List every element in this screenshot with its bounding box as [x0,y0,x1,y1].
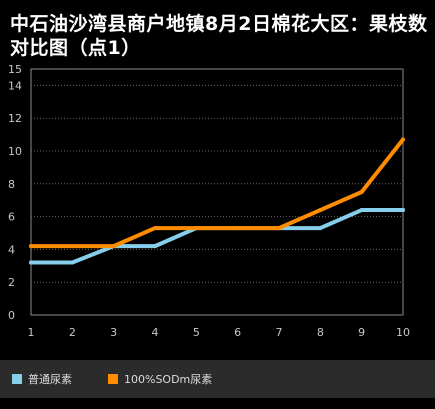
y-tick-label-6: 6 [8,211,15,224]
data-point-series-1-x4 [153,244,157,249]
data-point-series-2-x1 [29,244,33,249]
x-tick-label-10: 10 [396,326,410,339]
chart-title: 中石油沙湾县商户地镇8月2日棉花大区：果枝数对比图（点1） [10,13,428,59]
x-tick-label-2: 2 [69,326,76,339]
x-tick-label-6: 6 [234,326,241,339]
data-point-series-2-x3 [111,244,116,249]
x-tick-label-3: 3 [110,326,117,339]
y-tick-label-14: 14 [8,79,22,92]
plot-frame [30,68,404,316]
data-point-series-1-x9 [359,208,364,213]
data-point-series-2-x9 [359,190,364,194]
series-line-2 [29,137,405,249]
y-tick-label-2: 2 [8,276,15,289]
y-tick-label-8: 8 [8,178,15,191]
x-tick-label-8: 8 [317,326,324,339]
legend-label-series-1: 普通尿素 [28,373,72,386]
data-point-series-1-x10 [401,208,405,213]
data-point-series-1-x2 [70,260,75,265]
data-point-series-2-x4 [153,226,157,231]
x-tick-label-9: 9 [358,326,365,339]
y-tick-label-15: 15 [8,63,22,76]
series-line-1 [29,208,405,265]
legend-label-series-2: 100%SODm尿素 [124,373,213,386]
legend-item-series-1: 普通尿素 [12,372,72,386]
x-tick-label-1: 1 [28,326,35,339]
legend-item-series-2: 100%SODm尿素 [108,372,212,386]
data-point-series-1-x8 [318,226,323,231]
y-tick-label-12: 12 [8,112,22,125]
legend-swatch-series-1 [12,374,22,384]
legend: 普通尿素 100%SODm尿素 [0,360,435,398]
data-point-series-2-x10 [401,137,405,142]
x-tick-label-4: 4 [152,326,159,339]
y-tick-label-4: 4 [8,243,15,256]
data-point-series-2-x2 [70,244,75,249]
data-point-series-2-x6 [235,226,240,231]
legend-swatch-series-2 [108,374,118,384]
data-point-series-2-x5 [194,226,199,231]
y-tick-label-10: 10 [8,145,22,158]
data-point-series-2-x8 [318,208,323,213]
data-point-series-2-x7 [277,226,281,231]
x-tick-label-5: 5 [193,326,200,339]
data-point-series-1-x1 [29,260,33,265]
x-tick-label-7: 7 [276,326,283,339]
y-tick-label-0: 0 [8,309,15,322]
